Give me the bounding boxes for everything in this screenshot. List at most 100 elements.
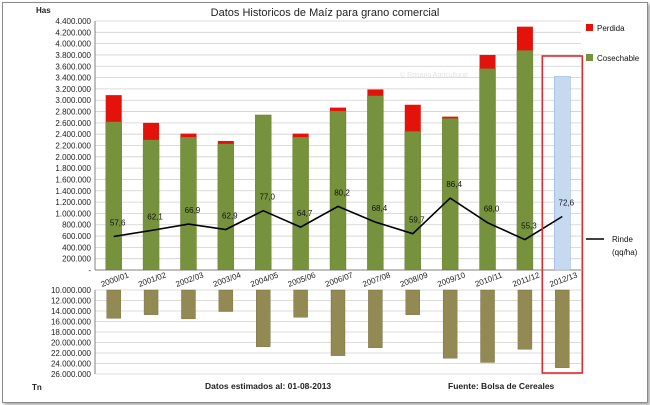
bar-cosechable: [479, 68, 496, 271]
upper-y-tick-label: 3.400.000: [55, 74, 91, 83]
x-tick-label: 2008/09: [399, 270, 430, 289]
upper-y-tick-label: 2.200.000: [55, 142, 91, 151]
lower-y-tick-label: 16.000.000: [51, 318, 92, 327]
lower-y-tick-label: 22.000.000: [51, 349, 92, 358]
upper-y-tick-label: 3.600.000: [55, 62, 91, 71]
bar-produccion: [442, 289, 458, 359]
x-tick-label: 2012/13: [548, 270, 579, 289]
x-tick-label: 2001/02: [137, 270, 168, 289]
x-tick-label: 2004/05: [249, 270, 280, 289]
upper-y-tick-label: 2.400.000: [55, 130, 91, 139]
legend-label-perdida: Perdida: [597, 24, 625, 33]
bar-cosechable: [404, 131, 421, 271]
rinde-data-label: 72,6: [559, 199, 575, 208]
x-tick-label: 2007/08: [361, 270, 392, 289]
upper-y-tick-label: 200.000: [62, 255, 91, 264]
bar-produccion: [106, 289, 121, 319]
upper-y-tick-label: 3.800.000: [55, 51, 91, 60]
bar-perdida: [143, 122, 160, 140]
bar-produccion: [143, 289, 159, 315]
upper-axis-label: Has: [36, 6, 51, 15]
upper-y-tick-label: 1.000.000: [55, 209, 91, 218]
bar-produccion: [555, 289, 570, 368]
rinde-line: [113, 197, 563, 241]
lower-y-tick-label: 20.000.000: [51, 339, 92, 348]
lower-y-tick-label: 12.000.000: [51, 297, 92, 306]
legend-swatch-cosechable: [586, 54, 593, 61]
bar-produccion: [293, 289, 308, 318]
bar-produccion: [368, 289, 383, 348]
bar-produccion: [405, 289, 420, 315]
rinde-data-label: 64,7: [297, 209, 313, 218]
lower-y-tick-label: 10.000.000: [51, 286, 92, 295]
rinde-data-label: 62,1: [147, 213, 163, 222]
x-tick-label: 2009/10: [436, 270, 467, 289]
bar-cosechable: [255, 114, 272, 271]
upper-y-tick-label: 1.800.000: [55, 164, 91, 173]
upper-y-tick-label: 2.000.000: [55, 153, 91, 162]
upper-y-tick-label: 1.600.000: [55, 175, 91, 184]
bar-cosechable: [367, 95, 384, 271]
x-tick-label: 2011/12: [511, 270, 541, 288]
bar-cosechable: [217, 143, 235, 271]
upper-y-tick-label: 1.200.000: [55, 198, 91, 207]
watermark: © Rosario Agricultural: [400, 71, 468, 79]
bar-produccion: [330, 289, 346, 356]
upper-y-tick-label: 4.200.000: [55, 28, 91, 37]
upper-y-tick-label: 2.800.000: [55, 108, 91, 117]
upper-y-tick-label: 2.600.000: [55, 119, 91, 128]
bar-produccion: [517, 289, 533, 350]
bar-perdida: [479, 54, 496, 69]
lower-y-tick-label: 26.000.000: [51, 370, 92, 379]
upper-y-tick-label: 3.000.000: [55, 96, 91, 105]
bar-perdida: [330, 107, 346, 111]
bar-estimado: [554, 76, 571, 271]
bar-perdida: [105, 95, 122, 122]
footer-left: Datos estimados al: 01-08-2013: [205, 381, 331, 391]
rinde-data-label: 57,6: [110, 219, 126, 228]
x-tick-label: 2006/07: [324, 270, 355, 289]
rinde-data-label: 80,2: [334, 188, 350, 197]
x-tick-label: 2002/03: [174, 270, 205, 289]
rinde-data-label: 68,4: [372, 204, 388, 213]
bar-produccion: [256, 289, 271, 347]
x-tick-label: 2010/11: [474, 270, 504, 288]
bar-perdida: [367, 89, 384, 96]
bar-cosechable: [516, 50, 534, 271]
rinde-data-label: 66,9: [185, 206, 201, 215]
bar-cosechable: [441, 118, 459, 271]
bar-perdida: [180, 133, 197, 138]
lower-y-tick-label: 24.000.000: [51, 360, 92, 369]
x-tick-label: 2003/04: [212, 270, 243, 289]
x-tick-label: 2000/01: [100, 270, 131, 289]
legend-label-cosechable: Cosechable: [597, 54, 640, 63]
bar-produccion: [218, 289, 234, 312]
bar-perdida: [292, 133, 309, 138]
bar-perdida: [404, 104, 421, 132]
upper-y-tick-label: -: [88, 266, 91, 275]
upper-y-tick-label: 800.000: [62, 221, 91, 230]
legend-swatch-perdida: [586, 24, 593, 31]
legend-label-rinde-unit: (qq/ha): [612, 248, 638, 257]
rinde-data-label: 68,0: [484, 205, 500, 214]
bar-perdida: [217, 140, 234, 144]
rinde-data-label: 77,0: [259, 193, 275, 202]
bar-cosechable: [105, 121, 122, 271]
bar-cosechable: [292, 136, 309, 271]
rinde-data-label: 55,3: [521, 222, 537, 231]
chart-title: Datos Historicos de Maíz para grano come…: [211, 7, 440, 19]
bar-perdida: [516, 26, 533, 51]
rinde-data-label: 62,9: [222, 211, 238, 220]
upper-y-tick-label: 1.400.000: [55, 187, 91, 196]
bar-produccion: [181, 289, 196, 320]
x-tick-label: 2005/06: [287, 270, 318, 289]
upper-y-tick-label: 400.000: [62, 243, 91, 252]
lower-axis-label: Tn: [32, 383, 42, 392]
footer-right: Fuente: Bolsa de Cereales: [448, 381, 555, 391]
upper-y-tick-label: 3.200.000: [55, 85, 91, 94]
bar-produccion: [480, 289, 495, 363]
upper-y-tick-label: 4.000.000: [55, 40, 91, 49]
bar-perdida: [442, 116, 459, 119]
legend-label-rinde: Rinde: [612, 235, 633, 244]
